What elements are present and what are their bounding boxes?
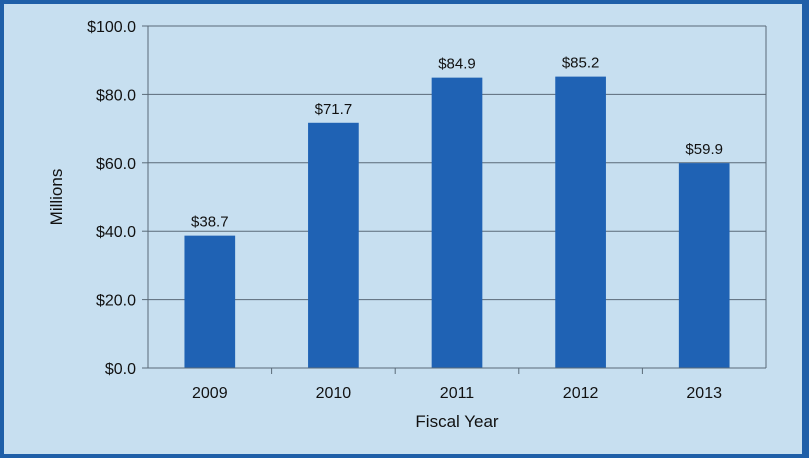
data-label-2011: $84.9 [438, 56, 476, 73]
y-axis-title: Millions [47, 169, 66, 226]
chart-panel: $0.0 $20.0 $40.0 $60.0 $80.0 $100.0 $38.7 2009 $… [4, 4, 802, 454]
x-axis-title: Fiscal Year [415, 412, 498, 431]
bar-2011 [431, 77, 483, 368]
bar-chart: $0.0 $20.0 $40.0 $60.0 $80.0 $100.0 $38.7 2009 $… [47, 19, 767, 431]
bars [184, 76, 730, 368]
bar-2009 [184, 235, 236, 368]
y-tick-label: $20.0 [96, 293, 136, 310]
x-tick-label-2011: 2011 [440, 385, 475, 402]
y-tick-label: $80.0 [96, 87, 136, 104]
bar-2013 [678, 163, 730, 368]
x-tick-label-2010: 2010 [316, 385, 352, 402]
x-tick-label-2013: 2013 [686, 385, 722, 402]
data-label-2012: $85.2 [562, 55, 600, 72]
y-tick-label: $100.0 [87, 19, 136, 36]
x-tick-label-2012: 2012 [563, 385, 599, 402]
x-tick-label-2009: 2009 [192, 385, 228, 402]
bar-2010 [308, 122, 359, 368]
y-tick-label: $60.0 [96, 156, 136, 173]
y-tick-label: $40.0 [96, 224, 136, 241]
data-label-2013: $59.9 [685, 141, 723, 158]
data-label-2009: $38.7 [191, 214, 229, 231]
bar-2012 [555, 76, 606, 368]
labels: $0.0 $20.0 $40.0 $60.0 $80.0 $100.0 $38.7 2009 $… [87, 19, 723, 402]
y-tick-label: $0.0 [105, 361, 136, 378]
data-label-2010: $71.7 [315, 101, 353, 118]
axes [142, 25, 767, 374]
